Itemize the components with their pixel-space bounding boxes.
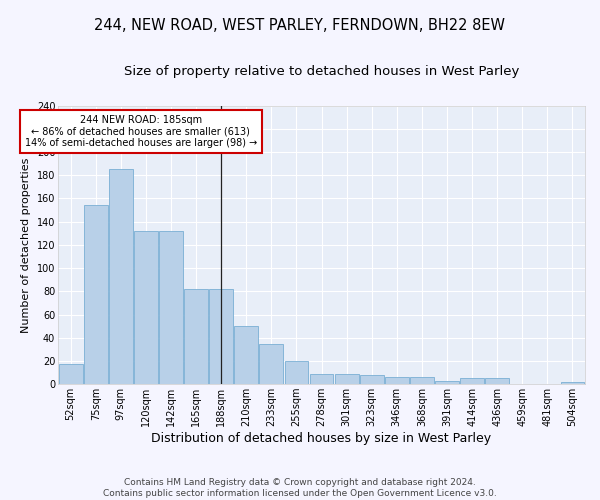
Text: 244 NEW ROAD: 185sqm
← 86% of detached houses are smaller (613)
14% of semi-deta: 244 NEW ROAD: 185sqm ← 86% of detached h… [25,115,257,148]
Bar [209,289,233,384]
Bar [109,170,133,384]
Bar [59,364,83,384]
Bar [284,361,308,384]
Bar [335,374,359,384]
Bar [460,378,484,384]
Title: Size of property relative to detached houses in West Parley: Size of property relative to detached ho… [124,65,519,78]
Text: Contains HM Land Registry data © Crown copyright and database right 2024.
Contai: Contains HM Land Registry data © Crown c… [103,478,497,498]
Bar [134,231,158,384]
Bar [360,375,383,384]
Bar [310,374,334,384]
Y-axis label: Number of detached properties: Number of detached properties [21,157,31,332]
Bar [560,382,584,384]
Bar [159,231,183,384]
Bar [84,206,107,384]
Bar [184,289,208,384]
Bar [435,380,459,384]
X-axis label: Distribution of detached houses by size in West Parley: Distribution of detached houses by size … [151,432,491,445]
Bar [235,326,258,384]
Bar [385,377,409,384]
Text: 244, NEW ROAD, WEST PARLEY, FERNDOWN, BH22 8EW: 244, NEW ROAD, WEST PARLEY, FERNDOWN, BH… [95,18,505,32]
Bar [259,344,283,384]
Bar [410,377,434,384]
Bar [485,378,509,384]
